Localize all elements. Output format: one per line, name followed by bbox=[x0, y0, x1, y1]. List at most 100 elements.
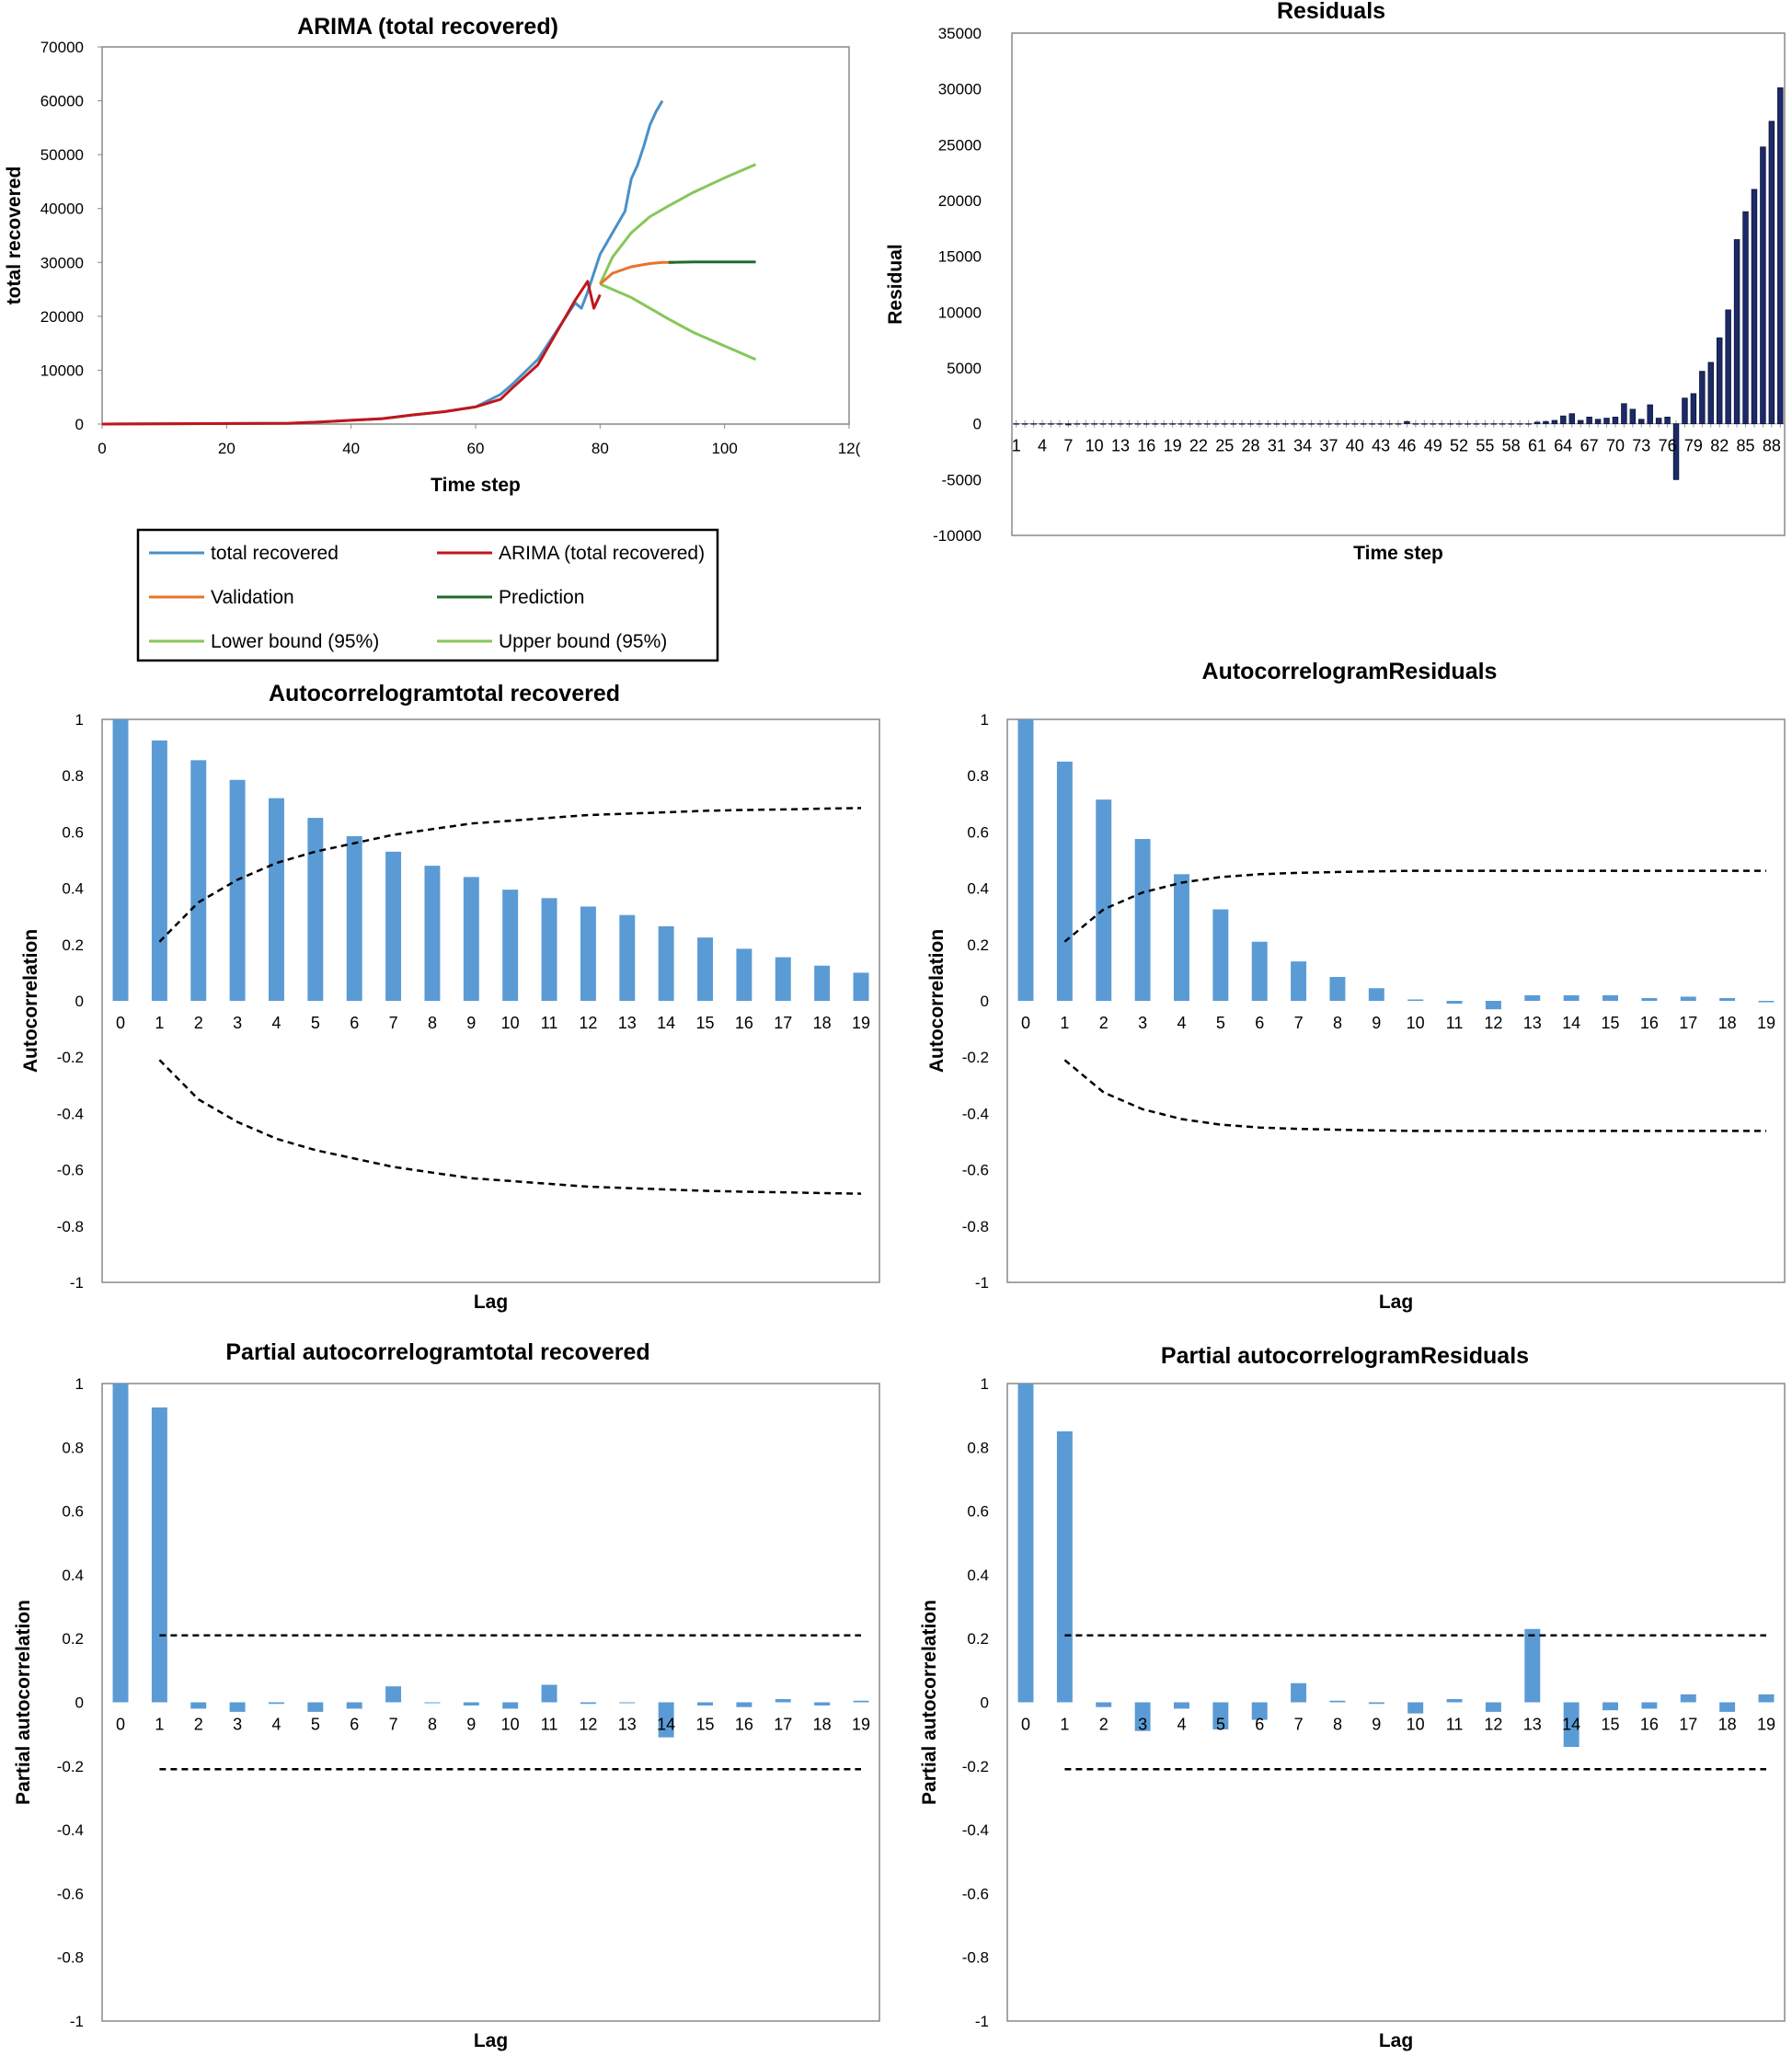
acf-resid-bar bbox=[1641, 997, 1658, 1001]
residuals-bar bbox=[1629, 408, 1637, 425]
acf-total-bar bbox=[814, 965, 831, 1001]
acf-total-bar bbox=[619, 914, 636, 1001]
acf-resid-bar bbox=[1329, 976, 1346, 1001]
residuals-ytick-label: 30000 bbox=[938, 81, 982, 98]
residuals-bar bbox=[1117, 423, 1124, 425]
residuals-ytick-label: -5000 bbox=[942, 471, 982, 488]
pacf-resid-xtick-label: 15 bbox=[1602, 1716, 1620, 1734]
pacf-resid-ytick-label: 1 bbox=[981, 1375, 989, 1393]
acf-resid-ytick-label: 1 bbox=[981, 711, 989, 729]
residuals-bar bbox=[1716, 337, 1723, 425]
acf-total-bar bbox=[541, 898, 557, 1001]
acf-total-bar bbox=[463, 877, 479, 1001]
acf-resid-xtick-label: 11 bbox=[1446, 1014, 1464, 1032]
residuals-xtick-label: 70 bbox=[1606, 437, 1625, 455]
acf-total-frame bbox=[101, 718, 880, 1283]
residuals-bar bbox=[1577, 419, 1584, 425]
acf-total-xtick-label: 12 bbox=[579, 1014, 597, 1032]
pacf-total-bar bbox=[424, 1702, 441, 1704]
pacf-total-bar bbox=[385, 1686, 402, 1703]
pacf-total-xtick-label: 17 bbox=[774, 1716, 792, 1734]
acf-total-bar bbox=[385, 851, 402, 1001]
residuals-xtick-label: 10 bbox=[1086, 437, 1104, 455]
pacf-resid-xtick-label: 0 bbox=[1021, 1716, 1030, 1734]
acf-resid-frame bbox=[1006, 718, 1786, 1283]
pacf-resid-bar bbox=[1251, 1702, 1268, 1720]
arima-ytick-label: 0 bbox=[75, 416, 84, 433]
residuals-xtick-label: 61 bbox=[1528, 437, 1546, 455]
acf-resid-bar bbox=[1096, 799, 1112, 1001]
acf-resid-xtick-label: 3 bbox=[1138, 1014, 1147, 1032]
acf-resid-xtick-label: 17 bbox=[1679, 1014, 1697, 1032]
pacf-resid-ytick-label: 0.6 bbox=[967, 1503, 989, 1521]
residuals-xtick-label: 58 bbox=[1502, 437, 1521, 455]
residuals-bar bbox=[1594, 419, 1602, 425]
residuals-bar bbox=[1177, 423, 1185, 425]
pacf-resid-bar bbox=[1174, 1702, 1189, 1709]
residuals-bar bbox=[1699, 371, 1706, 425]
acf-total-xtick-label: 16 bbox=[735, 1014, 753, 1032]
arima-series-line bbox=[101, 280, 602, 426]
acf-total-bar bbox=[229, 779, 246, 1001]
residuals-bar bbox=[1065, 423, 1072, 426]
pacf-total-bar bbox=[269, 1702, 284, 1705]
pacf-total-ytick-label: 0.2 bbox=[62, 1630, 84, 1648]
pacf-resid-xtick-label: 9 bbox=[1372, 1716, 1381, 1734]
pacf-resid-ytick-label: -0.2 bbox=[962, 1758, 989, 1775]
acf-total-xtick-label: 15 bbox=[696, 1014, 715, 1032]
arima-xtick-label: 20 bbox=[218, 440, 235, 457]
residuals-bar bbox=[1707, 362, 1715, 425]
residuals-bar bbox=[1768, 121, 1775, 425]
residuals-bar bbox=[1647, 404, 1653, 425]
residuals-bar bbox=[1282, 423, 1289, 425]
arima-series-line bbox=[599, 282, 757, 362]
pacf-resid-bar bbox=[1524, 1628, 1541, 1703]
legend-label: total recovered bbox=[211, 543, 339, 564]
residuals-bar bbox=[1099, 423, 1107, 425]
acf-total-xtick-label: 1 bbox=[155, 1014, 164, 1032]
pacf-total-bar bbox=[775, 1699, 791, 1703]
residuals-bar bbox=[1343, 423, 1350, 425]
residuals-bar bbox=[1534, 421, 1541, 425]
pacf-resid-bar bbox=[1758, 1694, 1775, 1703]
acf-total-bar bbox=[269, 798, 284, 1001]
residuals-xtick-label: 82 bbox=[1710, 437, 1729, 455]
residuals-xtick-label: 28 bbox=[1242, 437, 1260, 455]
residuals-bar bbox=[1395, 423, 1402, 425]
residuals-frame bbox=[1011, 32, 1786, 536]
residuals-bar bbox=[1482, 423, 1488, 425]
residuals-ylabel: Residual bbox=[885, 244, 906, 325]
acf-resid-xtick-label: 14 bbox=[1562, 1014, 1580, 1032]
pacf-resid-bar bbox=[1056, 1430, 1073, 1703]
pacf-total-xtick-label: 0 bbox=[116, 1716, 125, 1734]
pacf-resid-ytick-label: -0.8 bbox=[962, 1949, 989, 1967]
pacf-resid-bar bbox=[1641, 1702, 1658, 1709]
acf-total-ytick-label: -0.4 bbox=[57, 1105, 84, 1122]
pacf-total-bar bbox=[580, 1702, 596, 1705]
residuals-bar bbox=[1655, 418, 1662, 425]
acf-resid-xtick-label: 0 bbox=[1021, 1014, 1030, 1032]
arima-ytick-label: 50000 bbox=[40, 146, 84, 164]
residuals-bar bbox=[1230, 423, 1236, 425]
residuals-ytick-label: 25000 bbox=[938, 136, 982, 154]
arima-xlabel: Time step bbox=[431, 475, 521, 496]
arima-ytick-label: 60000 bbox=[40, 93, 84, 110]
acf-resid-xtick-label: 9 bbox=[1372, 1014, 1381, 1032]
pacf-total-bar bbox=[736, 1702, 752, 1707]
pacf-total-bar bbox=[697, 1702, 713, 1706]
acf-resid-xtick-label: 7 bbox=[1294, 1014, 1304, 1032]
acf-total-ytick-label: -0.8 bbox=[57, 1218, 84, 1235]
acf-total-xlabel: Lag bbox=[474, 1292, 508, 1313]
acf-total-xtick-label: 13 bbox=[618, 1014, 637, 1032]
arima-xtick-label: 80 bbox=[592, 440, 609, 457]
pacf-total-bar bbox=[502, 1702, 519, 1709]
pacf-resid-xtick-label: 7 bbox=[1294, 1716, 1304, 1734]
acf-resid-xtick-label: 2 bbox=[1099, 1014, 1109, 1032]
residuals-bar bbox=[1334, 423, 1341, 425]
residuals-bar bbox=[1326, 423, 1332, 425]
pacf-total-ytick-label: -0.8 bbox=[57, 1949, 84, 1967]
residuals-xtick-label: 88 bbox=[1763, 437, 1781, 455]
residuals-bar bbox=[1690, 393, 1697, 425]
arima-ytick-label: 10000 bbox=[40, 362, 84, 379]
residuals-bar bbox=[1256, 423, 1263, 425]
